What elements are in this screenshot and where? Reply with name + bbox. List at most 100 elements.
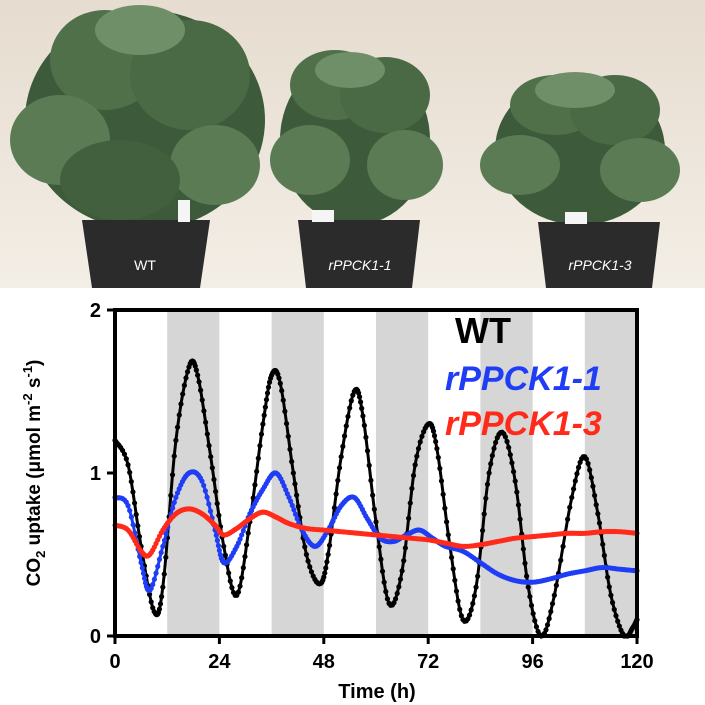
series-1-point-26: [150, 581, 156, 588]
series-0-point-127: [302, 544, 308, 550]
series-1-point-110: [283, 487, 289, 493]
series-0-point-316: [601, 552, 607, 559]
series-0-point-261: [507, 452, 513, 458]
series-0-point-309: [590, 483, 596, 489]
series-1-point-57: [201, 482, 207, 489]
series-0-point-188: [392, 596, 399, 602]
series-0-point-240: [473, 584, 479, 590]
series-0-point-236: [466, 612, 473, 618]
series-0-point-194: [402, 545, 408, 551]
series-1-point-30: [156, 556, 163, 562]
series-1-point-28: [153, 570, 159, 576]
series-0-point-13: [133, 511, 139, 518]
series-1-point-31: [158, 549, 164, 556]
series-0-point-158: [348, 398, 354, 404]
series-0-point-295: [567, 504, 573, 510]
series-0-point-308: [588, 474, 594, 481]
series-0-point-202: [415, 445, 422, 452]
series-1-point-18: [140, 570, 147, 576]
series-0-point-248: [486, 470, 492, 476]
wt-pot-label: WT: [134, 257, 156, 273]
series-0-point-55: [193, 367, 199, 373]
series-0-point-201: [414, 453, 420, 459]
series-1-point-114: [289, 502, 295, 509]
series-0-point-72: [221, 543, 227, 549]
rppck1-3-pot: [538, 222, 660, 288]
series-0-point-31: [158, 594, 165, 600]
series-0-point-11: [130, 489, 136, 495]
series-0-point-283: [543, 627, 549, 633]
series-0-point-273: [527, 593, 533, 600]
series-0-point-145: [326, 542, 333, 548]
series-0-point-60: [201, 408, 207, 414]
series-0-point-300: [575, 464, 582, 470]
series-0-point-174: [370, 492, 376, 498]
series-0-point-100: [264, 390, 271, 396]
series-1-point-19: [141, 575, 148, 581]
dark-period-bands: [167, 310, 637, 636]
series-0-point-148: [331, 505, 338, 511]
series-0-point-289: [553, 582, 559, 588]
series-0-point-286: [548, 608, 554, 615]
series-1-point-65: [213, 532, 219, 538]
y-axis-label: CO2 uptake (μmol m-2 s-1): [20, 360, 48, 587]
series-0-point-319: [606, 584, 612, 590]
wt-tag: [178, 200, 190, 222]
series-0-point-99: [263, 397, 270, 403]
series-1-point-61: [207, 508, 214, 514]
series-0-point-6: [121, 451, 128, 457]
series-0-point-43: [178, 401, 184, 407]
series-0-point-204: [419, 433, 425, 439]
series-0-point-30: [157, 601, 164, 607]
series-0-point-183: [384, 596, 391, 602]
series-0-point-151: [336, 465, 343, 471]
series-0-point-320: [608, 592, 614, 598]
series-0-point-306: [585, 460, 591, 467]
rppck1-1-tag: [312, 210, 334, 222]
series-0-point-190: [396, 584, 402, 590]
series-0-point-45: [181, 382, 187, 388]
series-0-point-65: [209, 465, 215, 471]
series-0-point-189: [394, 590, 400, 597]
series-0-point-54: [192, 363, 198, 369]
series-1-point-27: [151, 576, 157, 582]
series-0-point-272: [525, 584, 531, 590]
series-0-point-307: [587, 467, 593, 473]
series-1-point-8: [125, 503, 131, 509]
series-0-point-181: [381, 579, 387, 585]
series-0-point-287: [549, 601, 556, 607]
series-0-point-102: [266, 379, 273, 385]
series-0-point-12: [131, 500, 138, 506]
series-1-point-10: [128, 514, 135, 520]
series-0-point-143: [324, 559, 330, 565]
legend-rppck1-3: rPPCK1-3: [445, 405, 602, 443]
x-tick-label-72: 72: [417, 651, 439, 673]
series-0-point-284: [544, 622, 551, 628]
series-0-point-29: [156, 606, 163, 612]
series-0-point-7: [123, 456, 129, 462]
series-1-point-15: [137, 553, 143, 560]
series-0-point-252: [493, 439, 499, 446]
series-0-point-81: [235, 589, 242, 595]
series-0-point-215: [433, 438, 439, 445]
series-0-point-292: [560, 543, 566, 549]
x-axis-ticks: 0 24 48 72 96 120: [109, 636, 654, 673]
series-1-point-109: [281, 483, 287, 489]
series-0-point-121: [292, 481, 298, 487]
series-0-point-115: [282, 408, 288, 414]
legend-wt: WT: [455, 310, 511, 351]
series-0-point-42: [176, 412, 182, 418]
series-0-point-83: [239, 575, 245, 581]
series-0-point-166: [357, 399, 364, 405]
series-0-point-62: [204, 431, 210, 437]
series-0-point-176: [373, 519, 379, 525]
series-0-point-225: [448, 554, 455, 561]
series-0-point-277: [533, 624, 540, 630]
series-0-point-116: [283, 420, 290, 427]
series-0-point-323: [613, 613, 619, 619]
series-0-point-310: [591, 492, 598, 499]
series-0-point-178: [376, 544, 382, 550]
series-0-point-173: [368, 477, 374, 483]
series-0-point-191: [397, 576, 404, 582]
series-0-point-93: [255, 455, 261, 461]
